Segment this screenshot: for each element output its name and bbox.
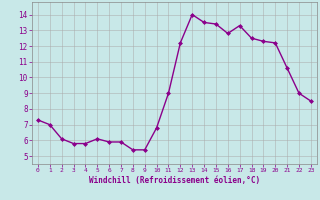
X-axis label: Windchill (Refroidissement éolien,°C): Windchill (Refroidissement éolien,°C) xyxy=(89,176,260,185)
